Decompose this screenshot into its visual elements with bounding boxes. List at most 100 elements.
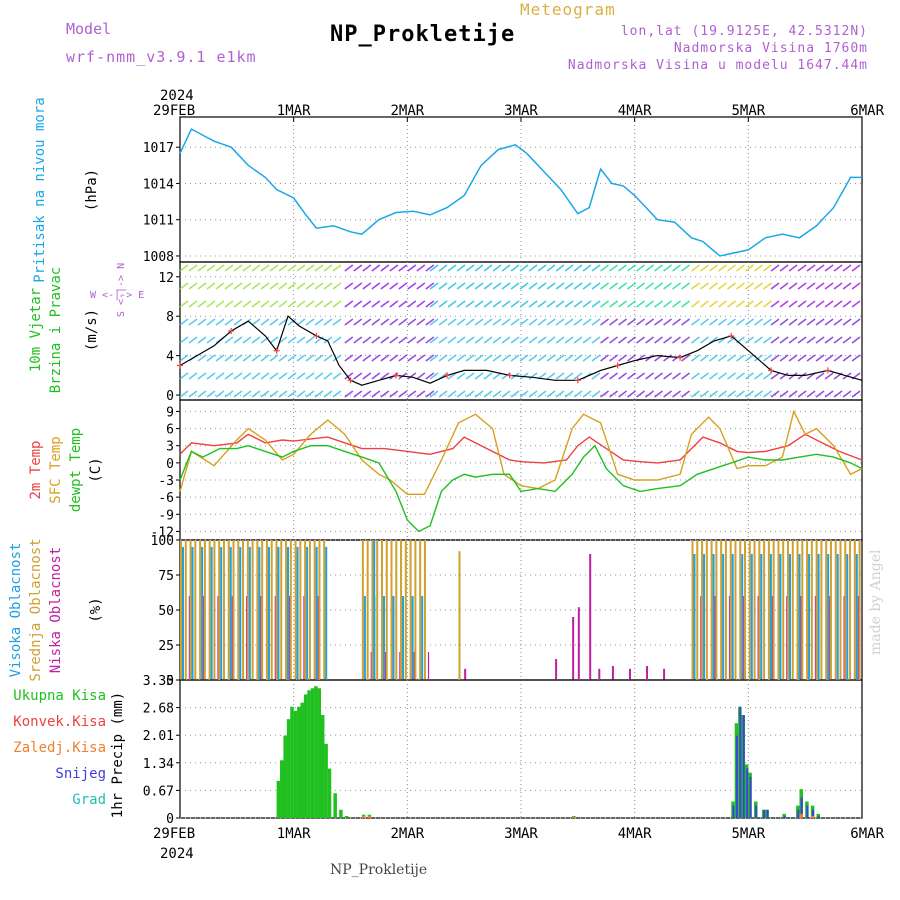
wind-barb [447, 300, 457, 308]
wind-barb [627, 264, 637, 272]
wind-barb [824, 336, 834, 344]
wind-barb [389, 390, 399, 398]
wind-barb [681, 318, 691, 326]
wind-barb [474, 300, 484, 308]
cloud-bar-mid [414, 540, 417, 680]
wind-barb [233, 354, 243, 362]
wind-barb [700, 372, 709, 380]
precip-bar-total [324, 743, 328, 818]
wind-barb [483, 300, 493, 308]
wind-barb [287, 282, 297, 290]
precip-bar-total [290, 706, 294, 818]
wind-barb [188, 318, 198, 326]
pressure-axis-title: Pritisak na nivou mora [32, 97, 48, 282]
wind-barb [287, 300, 297, 308]
wind-barb [718, 300, 727, 308]
pressure-y-tick-label: 1014 [143, 177, 174, 192]
wind-barb [709, 318, 718, 326]
wind-barb [296, 390, 306, 398]
cloud-bar-high [722, 554, 725, 680]
precip-bar-total [297, 706, 301, 818]
cloud-y-tick-label: 0 [166, 674, 174, 689]
wind-barb [278, 336, 288, 344]
wind-barb [398, 336, 408, 344]
cloud-spike [464, 668, 467, 680]
cloud-bar-high [363, 596, 366, 680]
wind-barb [537, 354, 547, 362]
wind-barb [465, 372, 475, 380]
precip-bar-freezing [810, 815, 815, 818]
wind-barb [663, 390, 673, 398]
wind-barb [709, 300, 718, 308]
wind-barb [380, 282, 390, 290]
precip-bar-snow [749, 776, 752, 818]
cloud-bar-high [827, 554, 830, 680]
cloud-bar-mid [323, 540, 326, 680]
cloud-bar-low [217, 596, 219, 680]
wind-barb [727, 282, 736, 290]
wind-barb [416, 300, 426, 308]
cloud-bar-high [703, 554, 706, 680]
wind-barb [483, 372, 493, 380]
wind-barb [609, 264, 619, 272]
cloud-bar-high [855, 554, 858, 680]
wind-barb [582, 318, 592, 326]
cloud-bar-high [287, 547, 290, 680]
wind-barb [251, 354, 261, 362]
wind-barb [600, 354, 610, 362]
cloud-axis-title-high: Visoka Oblacnost [8, 543, 24, 678]
wind-barb [332, 300, 342, 308]
wind-barb [296, 354, 306, 362]
wind-barb [537, 264, 547, 272]
wind-barb [447, 390, 457, 398]
wind-barb [806, 264, 816, 272]
wind-barb [851, 318, 861, 326]
wind-barb [645, 300, 655, 308]
wind-gust-marker [347, 377, 354, 384]
wind-barb [663, 300, 673, 308]
precip-bar-total [310, 688, 315, 818]
cloud-bar-high [836, 554, 839, 680]
wind-barb [269, 390, 279, 398]
wind-barb [537, 390, 547, 398]
wind-barb [709, 264, 718, 272]
wind-barb [344, 318, 354, 326]
wind-barb [618, 300, 628, 308]
cloud-bar-low [188, 596, 190, 680]
wind-barb [591, 264, 601, 272]
cloud-bar-high [258, 547, 261, 680]
wind-barb [806, 300, 816, 308]
wind-barb [555, 282, 565, 290]
wind-barb [745, 264, 754, 272]
wind-barb [663, 372, 673, 380]
precip-bar-snow [739, 706, 742, 818]
cloud-bar-low [303, 596, 305, 680]
wind-barb [492, 282, 502, 290]
wind-barb [353, 300, 363, 308]
wind-barb [438, 390, 448, 398]
cloud-bar-high [191, 547, 194, 680]
wind-barb [797, 354, 807, 362]
cloud-bar-low [829, 596, 831, 680]
wind-barb [179, 264, 189, 272]
x-tick-label-top: 2MAR [390, 103, 424, 119]
wind-barb [564, 282, 574, 290]
wind-gust-marker [313, 332, 320, 339]
wind-unit-label: (m/s) [84, 309, 100, 351]
wind-barb [305, 354, 315, 362]
wind-barb [555, 390, 565, 398]
cloud-bar-mid [763, 540, 766, 680]
wind-barb [510, 354, 520, 362]
cloud-bar-mid [409, 540, 412, 680]
wind-barb [672, 336, 682, 344]
wind-barb [745, 318, 754, 326]
wind-barb [233, 264, 243, 272]
wind-barb [636, 390, 646, 398]
wind-barb [242, 300, 252, 308]
cloud-bar-mid [777, 540, 780, 680]
wind-barb [278, 318, 288, 326]
cloud-axis-title-low: Niska Oblacnost [48, 547, 64, 673]
cloud-bar-mid [820, 540, 823, 680]
wind-barb [224, 318, 234, 326]
